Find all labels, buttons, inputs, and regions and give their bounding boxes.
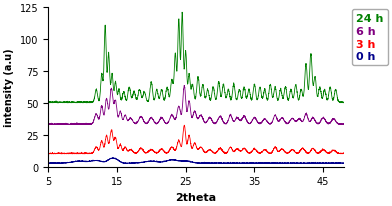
X-axis label: 2theta: 2theta — [175, 192, 216, 202]
Y-axis label: intensity (a.u): intensity (a.u) — [4, 48, 14, 126]
Legend: 24 h, 6 h, 3 h, 0 h: 24 h, 6 h, 3 h, 0 h — [352, 10, 388, 66]
